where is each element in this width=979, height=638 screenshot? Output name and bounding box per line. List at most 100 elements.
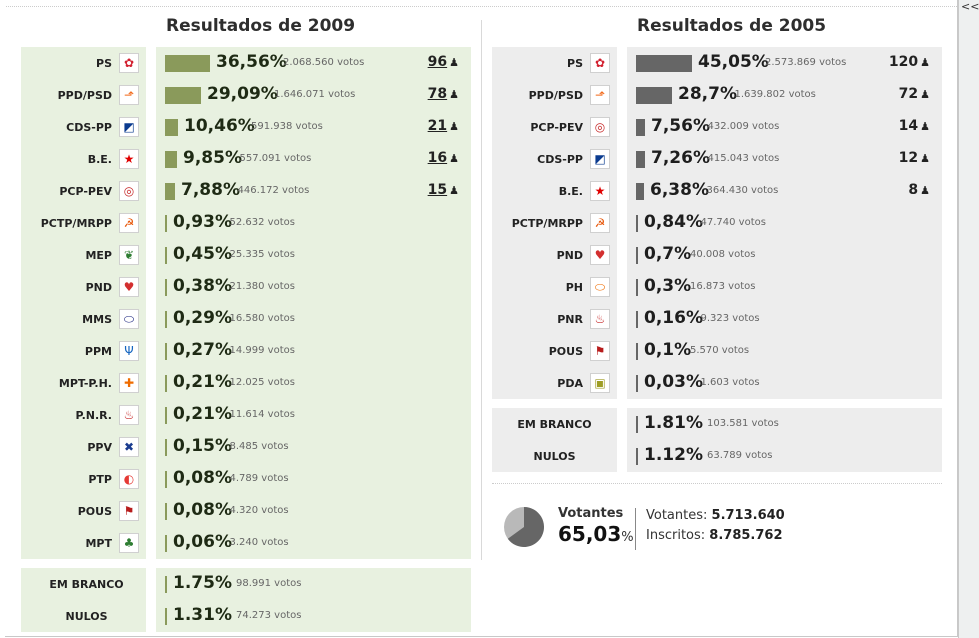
seats-link[interactable]: 16 ♟ [428,150,459,166]
seats-count: 8 [908,182,919,198]
party-name: PCP-PEV [530,120,583,134]
vote-percentage: 0,84% [644,212,703,232]
ppm-icon: Ψ [119,341,139,361]
party-label-row: PTP ◐ [21,463,146,495]
seats-count: 15 [427,182,448,198]
seats-link: 12 ♟ [899,150,930,166]
ps-rose-icon: ✿ [590,53,610,73]
null-vote-count: 63.789 votos [707,450,773,461]
deputy-icon: ♟ [920,56,930,69]
party-label-row: B.E. ★ [21,143,146,175]
seats-link[interactable]: 21 ♟ [428,118,459,134]
be-star-icon: ★ [119,149,139,169]
blank-null-labels-2009: EM BRANCO NULOS [21,568,146,632]
deputy-icon: ♟ [920,184,930,197]
vote-percentage: 0,15% [173,436,232,456]
collapse-panel-button[interactable]: << [961,0,979,13]
vote-count: 4.320 votos [229,505,289,516]
party-result-row: 0,84% 47.740 votos [627,207,942,239]
turnout-pie-chart [504,507,544,547]
vote-share-bar [636,87,672,104]
vote-count: 2.573.869 votos [765,57,847,68]
vote-share-bar [636,247,638,264]
party-name: MMS [82,312,112,326]
deputy-icon: ♟ [920,120,930,133]
vote-count: 446.172 votos [237,185,310,196]
pnd-heart-icon: ♥ [119,277,139,297]
vote-share-bar [636,343,638,360]
seats-link[interactable]: 78 ♟ [428,86,459,102]
party-name: B.E. [558,184,583,198]
vote-share-bar [165,183,175,200]
party-result-row: 0,1% 5.570 votos [627,335,942,367]
turnout-percentage: 65,03% [558,522,634,546]
party-label-row: PS ✿ [21,47,146,79]
party-result-row: 0,03% 1.603 votos [627,367,942,399]
party-result-row: 0,08% 4.789 votos [156,463,471,495]
seats-count: 96 [427,54,448,70]
registered-label: Inscritos: [646,528,706,543]
party-name: PDA [557,376,583,390]
vote-share-bar [165,311,167,328]
vote-count: 1.603 votos [700,377,760,388]
voters-value: 5.713.640 [711,508,785,523]
vote-count: 1.646.071 votos [274,89,356,100]
pous-icon: ⚑ [119,501,139,521]
vote-percentage: 0,1% [644,340,692,360]
blank-result-row: 1.75% 98.991 votos [156,568,471,600]
party-label-row: PH ⬭ [492,271,617,303]
party-result-row: 0,21% 11.614 votos [156,399,471,431]
party-result-row: 0,45% 25.335 votos [156,239,471,271]
cdu-icon: ◎ [590,117,610,137]
seats-count: 21 [427,118,448,134]
mpt-clover-icon: ♣ [119,533,139,553]
vote-share-bar [165,503,167,520]
deputy-icon: ♟ [920,88,930,101]
vote-count: 16.580 votos [229,313,295,324]
ptp-icon: ◐ [119,469,139,489]
vote-count: 2.068.560 votos [283,57,365,68]
party-label-row: PNR ♨ [492,303,617,335]
column-divider [481,20,482,560]
vote-share-bar [165,375,167,392]
seats-link[interactable]: 15 ♟ [428,182,459,198]
party-result-row: 36,56% 2.068.560 votos 96 ♟ [156,47,471,79]
results-frame [5,0,958,637]
party-name: PCP-PEV [59,184,112,198]
party-name: PND [85,280,112,294]
party-labels-2009: PS ✿ PPD/PSD ⬏ CDS-PP ◩ B.E. ★ PCP-PEV ◎ PCTP/MRPP… [21,47,146,559]
vote-count: 5.570 votos [690,345,750,356]
vote-share-bar [165,151,177,168]
null-result-row: 1.12% 63.789 votos [627,440,942,472]
turnout-label: Votantes [558,506,624,521]
deputy-icon: ♟ [449,56,459,69]
voters-stat: Votantes: 5.713.640 [646,508,785,523]
vote-share-bar [165,343,167,360]
party-result-row: 0,16% 9.323 votos [627,303,942,335]
vote-share-bar [636,151,645,168]
party-result-row: 28,7% 1.639.802 votos 72 ♟ [627,79,942,111]
blank-null-results-2005: 1.81% 103.581 votos 1.12% 63.789 votos [627,408,942,472]
vote-count: 47.740 votos [700,217,766,228]
seats-link[interactable]: 96 ♟ [428,54,459,70]
party-results-2005: 45,05% 2.573.869 votos 120 ♟ 28,7% 1.639.802 … [627,47,942,399]
party-label-row: P.N.R. ♨ [21,399,146,431]
party-result-row: 0,7% 40.008 votos [627,239,942,271]
deputy-icon: ♟ [449,120,459,133]
party-result-row: 0,3% 16.873 votos [627,271,942,303]
vote-share-bar [636,279,638,296]
vote-count: 415.043 votos [707,153,780,164]
deputy-icon: ♟ [449,88,459,101]
mrpp-icon: ☭ [119,213,139,233]
voters-label: Votantes: [646,508,708,523]
vote-percentage: 0,08% [173,468,232,488]
vote-count: 8.485 votos [229,441,289,452]
turnout-percentage-number: 65,03 [558,522,622,546]
vote-percentage: 0,06% [173,532,232,552]
party-name: PNR [557,312,583,326]
vote-percentage: 0,21% [173,372,232,392]
vote-count: 557.091 votos [239,153,312,164]
vote-share-bar [636,215,638,232]
party-name: MPT [85,536,112,550]
party-result-row: 29,09% 1.646.071 votos 78 ♟ [156,79,471,111]
